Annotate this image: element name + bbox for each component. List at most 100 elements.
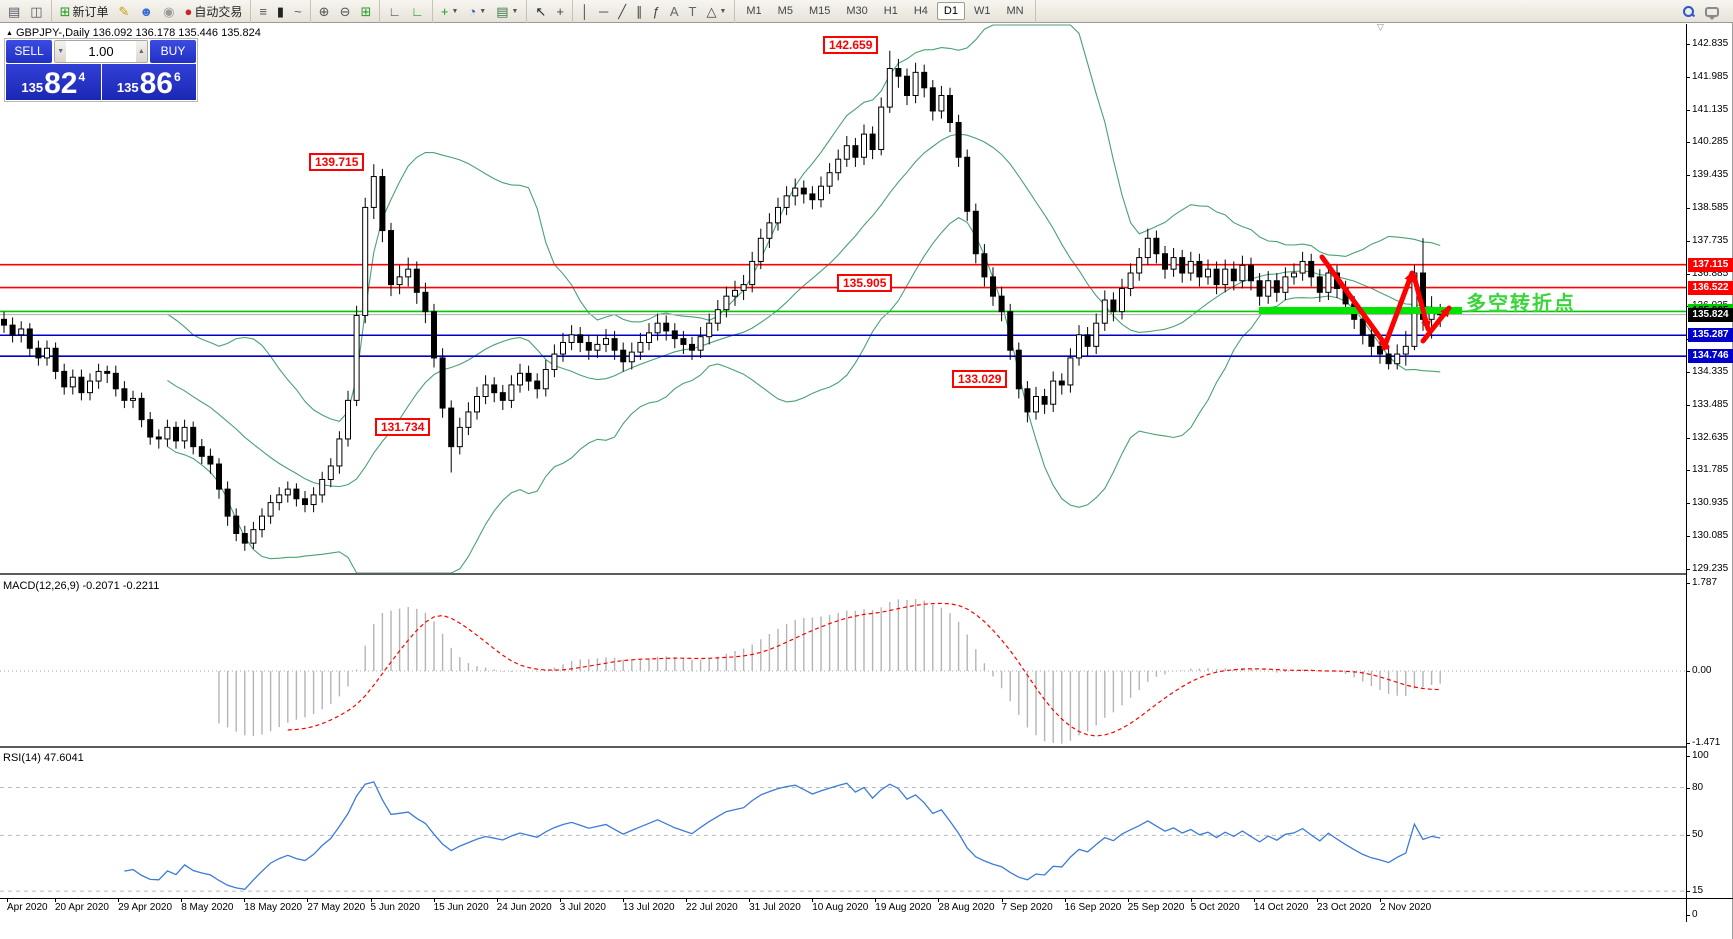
market-watch-icon[interactable]: ◫ xyxy=(26,2,46,21)
new-order-button[interactable]: ⊞ 新订单 xyxy=(56,2,113,21)
candle-body xyxy=(276,494,283,504)
trend-arrow-annotation[interactable] xyxy=(1319,254,1390,350)
trend-arrow-annotation[interactable] xyxy=(1381,270,1415,351)
dropdown-caret-icon[interactable]: ▼ xyxy=(479,7,487,15)
dropdown-caret-icon[interactable]: ▼ xyxy=(451,7,459,15)
candle-body xyxy=(783,195,790,208)
collapse-triangle-icon[interactable]: ▲ xyxy=(6,30,13,37)
bull-bear-turning-point-annotation[interactable]: 多空转折点 xyxy=(1466,293,1576,315)
candle-body xyxy=(646,332,652,343)
price-axis-label: 137.735 xyxy=(1692,235,1729,246)
timeframe-button-w1[interactable]: W1 xyxy=(973,5,991,17)
trend-arrow-annotation[interactable] xyxy=(1411,273,1431,332)
candlestick-chart-icon: ▮ xyxy=(276,3,285,19)
bar-chart-icon[interactable]: ≡ xyxy=(255,2,271,21)
date-axis-label: 20 Apr 2020 xyxy=(55,902,109,913)
tile-windows-icon[interactable]: ⊞ xyxy=(356,2,375,21)
chart-shift-marker-icon[interactable]: ▽ xyxy=(1377,22,1384,32)
candle-body xyxy=(233,515,240,534)
add-indicator-icon[interactable]: + ▼ xyxy=(437,2,463,21)
dropdown-caret-icon[interactable]: ▼ xyxy=(511,7,519,15)
chat-icon[interactable] xyxy=(1705,6,1719,20)
shapes-icon[interactable]: △ ▼ xyxy=(702,2,730,21)
styler-icon[interactable]: ✎ xyxy=(115,2,134,21)
search-icon[interactable] xyxy=(1682,5,1695,18)
candle-body xyxy=(448,407,455,448)
chart-title: ▲ GBPJPY-,Daily 136.092 136.178 135.446 … xyxy=(6,27,261,39)
candle-body xyxy=(749,260,756,286)
timeframe-button-h4[interactable]: H4 xyxy=(913,5,928,17)
candle-body xyxy=(1,318,7,326)
candle-body xyxy=(1050,380,1057,405)
timeframe-button-mn[interactable]: MN xyxy=(1006,5,1024,17)
date-axis-label: 8 May 2020 xyxy=(181,902,234,913)
cursor-icon[interactable]: ↖ xyxy=(531,2,550,21)
volume-input[interactable] xyxy=(66,41,136,62)
periods-icon[interactable]: ◔ ▼ xyxy=(464,2,490,21)
price-label-annotation[interactable]: 135.905 xyxy=(837,274,893,292)
chart-area[interactable]: ▲ GBPJPY-,Daily 136.092 136.178 135.446 … xyxy=(0,22,1733,922)
candle-body xyxy=(1385,353,1392,365)
date-axis-tick xyxy=(812,899,814,902)
dropdown-caret-icon[interactable]: ▼ xyxy=(719,7,727,15)
chart-window-icon[interactable]: ▤ xyxy=(4,2,24,21)
date-axis-tick xyxy=(496,899,498,902)
price-axis-badge: 135.824 xyxy=(1688,308,1733,322)
one-click-trade-panel: SELL ▼ ▲ BUY 135 82 4 135 86 6 xyxy=(4,38,198,102)
channel-icon[interactable]: ∥ xyxy=(632,2,647,21)
candlestick-chart-icon[interactable]: ▮ xyxy=(273,2,288,21)
zoom-in-icon[interactable]: ⊕ xyxy=(315,2,334,21)
buy-price-display[interactable]: 135 86 6 xyxy=(101,64,196,100)
text-icon[interactable]: A xyxy=(666,2,683,21)
candle-body xyxy=(775,206,781,224)
profile-icon[interactable]: ☻ xyxy=(135,2,157,21)
candle-body xyxy=(1007,311,1014,351)
rsi-axis-label: 0 xyxy=(1692,909,1698,920)
candle-body xyxy=(1359,318,1366,336)
price-label-annotation[interactable]: 131.734 xyxy=(375,418,431,436)
timeframe-button-m1[interactable]: M1 xyxy=(746,5,762,17)
horizontal-line-icon[interactable]: ─ xyxy=(595,2,612,21)
templates-icon[interactable]: ▤ ▼ xyxy=(492,2,522,21)
price-axis-badge: 135.287 xyxy=(1688,328,1733,342)
volume-down-button[interactable]: ▼ xyxy=(55,41,67,62)
sell-price-big: 82 xyxy=(44,67,78,100)
rsi-pane-separator[interactable] xyxy=(0,746,1687,748)
timeframe-button-m5[interactable]: M5 xyxy=(777,5,793,17)
timeframe-button-m15[interactable]: M15 xyxy=(808,5,831,17)
rsi-axis-label: 50 xyxy=(1692,829,1704,840)
timeframe-button-m30[interactable]: M30 xyxy=(846,5,868,17)
candle-body xyxy=(947,95,953,124)
price-axis-tick xyxy=(1686,44,1690,45)
candle-body xyxy=(18,328,25,336)
trend-arrow-annotation[interactable] xyxy=(1420,305,1452,344)
sell-price-display[interactable]: 135 82 4 xyxy=(6,64,101,100)
price-label-annotation[interactable]: 142.659 xyxy=(823,36,879,54)
signal-icon[interactable]: ◉ xyxy=(159,2,178,21)
volume-stepper[interactable]: ▼ ▲ xyxy=(54,40,148,63)
autotrade-button-label: 自动交易 xyxy=(194,4,243,19)
timeframe-button-d1[interactable]: D1 xyxy=(936,2,965,20)
volume-up-button[interactable]: ▲ xyxy=(135,41,147,62)
price-axis-label: 142.835 xyxy=(1692,38,1729,49)
sell-button[interactable]: SELL xyxy=(6,40,52,63)
trendline-icon[interactable]: ╱ xyxy=(614,2,630,21)
candle-body xyxy=(1308,260,1315,278)
text-label-icon[interactable]: T xyxy=(685,2,701,21)
macd-pane-separator[interactable] xyxy=(0,573,1687,575)
autotrade-button[interactable]: ● 自动交易 xyxy=(180,2,246,21)
line-chart-icon[interactable]: ~ xyxy=(290,2,306,21)
price-label-annotation[interactable]: 139.715 xyxy=(309,153,365,171)
vertical-line-icon[interactable]: │ xyxy=(577,2,593,21)
price-label-annotation[interactable]: 133.029 xyxy=(952,370,1008,388)
date-axis[interactable]: Apr 2020 20 Apr 2020 29 Apr 2020 8 May 2020… xyxy=(0,898,1733,915)
chart-canvas[interactable] xyxy=(0,24,1733,922)
timeframe-button-h1[interactable]: H1 xyxy=(883,5,898,17)
fibonacci-icon[interactable]: ƒ xyxy=(649,2,664,21)
indicator-window-add-icon[interactable]: ∟ xyxy=(407,2,428,21)
date-axis-tick xyxy=(1380,899,1382,902)
zoom-out-icon[interactable]: ⊖ xyxy=(336,2,355,21)
buy-button[interactable]: BUY xyxy=(150,40,196,63)
crosshair-icon[interactable]: + xyxy=(552,2,568,21)
indicator-window-icon[interactable]: ∟ xyxy=(384,2,405,21)
